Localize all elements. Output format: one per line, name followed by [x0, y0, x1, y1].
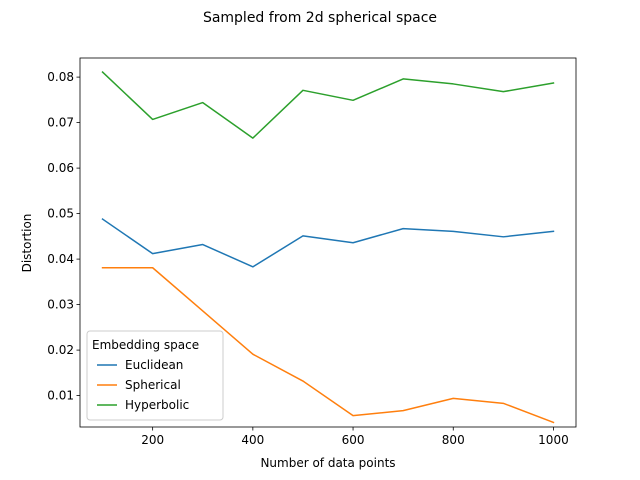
chart-title: Sampled from 2d spherical space — [203, 10, 437, 26]
y-tick-label: 0.02 — [47, 343, 74, 357]
x-tick-label: 400 — [241, 433, 264, 447]
plot-area: 200 400 600 800 1000 0.01 0.02 0.03 0.04 0.05 0.06… — [47, 57, 577, 447]
plot-frame — [79, 57, 577, 428]
legend-box — [86, 330, 224, 421]
x-tick-label: 1000 — [538, 433, 569, 447]
y-tick-label: 0.08 — [47, 70, 74, 84]
legend-title: Embedding space — [92, 338, 199, 352]
series-line-euclidean — [101, 218, 555, 268]
y-axis-label: Distortion — [20, 214, 34, 273]
x-axis-label: Number of data points — [260, 456, 395, 470]
y-tick-label: 0.05 — [47, 207, 74, 221]
x-tick-label: 800 — [442, 433, 465, 447]
y-tick-label: 0.06 — [47, 161, 74, 175]
legend-label-hyperbolic: Hyperbolic — [125, 398, 189, 412]
series-line-spherical — [101, 267, 555, 424]
x-tick-label: 200 — [141, 433, 164, 447]
y-tick-label: 0.03 — [47, 298, 74, 312]
legend: Embedding space Euclidean Spherical Hyperbo… — [86, 330, 224, 421]
y-tick-label: 0.01 — [47, 389, 74, 403]
y-tick-label: 0.07 — [47, 116, 74, 130]
legend-label-euclidean: Euclidean — [125, 358, 183, 372]
series-line-hyperbolic — [101, 71, 555, 139]
x-tick-label: 600 — [342, 433, 365, 447]
legend-label-spherical: Spherical — [125, 378, 181, 392]
y-tick-label: 0.04 — [47, 252, 74, 266]
